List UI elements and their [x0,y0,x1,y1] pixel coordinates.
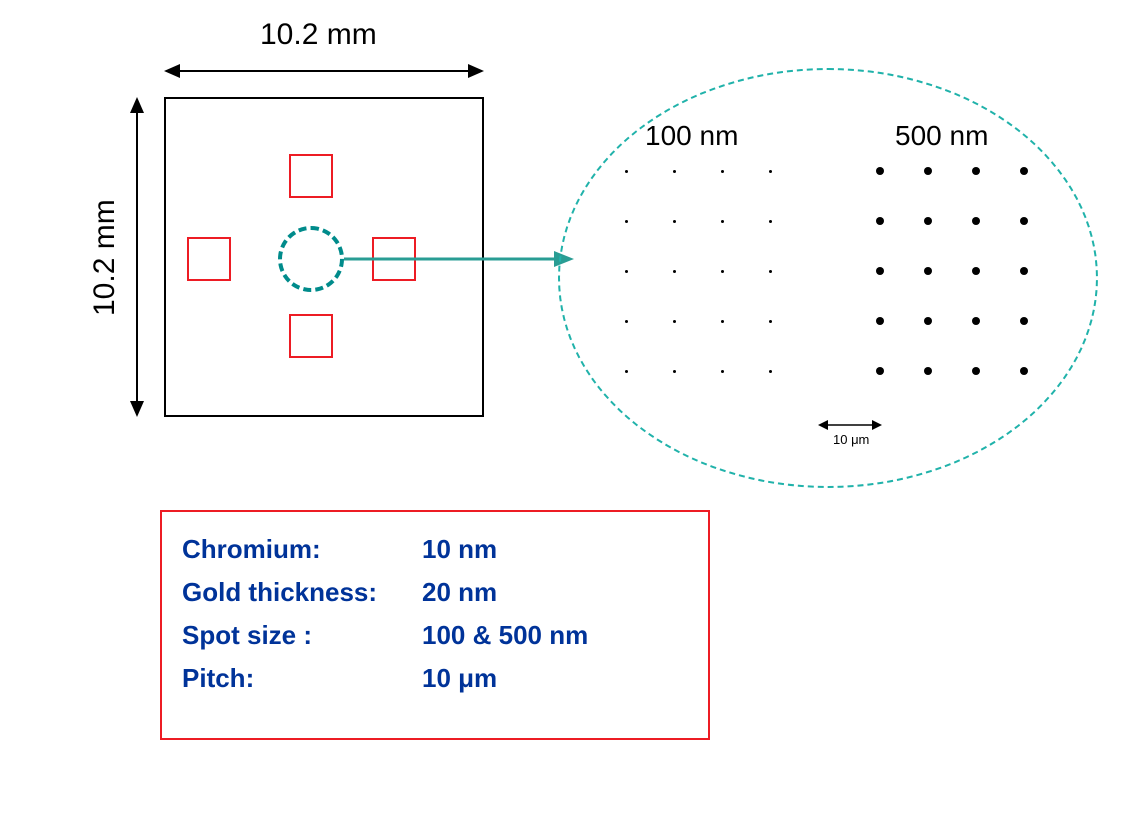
dot-100nm [673,170,676,173]
info-row-pitch: Pitch: 10 μm [182,663,688,694]
info-key: Chromium: [182,534,422,565]
dot-500nm [876,367,884,375]
dot-100nm [721,370,724,373]
dot-100nm [721,320,724,323]
dot-100nm [769,170,772,173]
dot-500nm [972,167,980,175]
dot-500nm [972,267,980,275]
info-key: Gold thickness: [182,577,422,608]
dot-100nm [721,220,724,223]
info-value: 20 nm [422,577,497,608]
pitch-indicator-label: 10 μm [833,432,869,447]
dot-100nm [673,370,676,373]
info-row-chromium: Chromium: 10 nm [182,534,688,565]
info-row-spotsize: Spot size : 100 & 500 nm [182,620,688,651]
info-value: 100 & 500 nm [422,620,588,651]
dot-100nm [625,270,628,273]
dot-500nm [924,217,932,225]
dot-100nm [625,320,628,323]
dot-500nm [1020,167,1028,175]
dot-500nm [972,317,980,325]
dot-500nm [1020,267,1028,275]
dot-100nm [673,270,676,273]
info-row-gold: Gold thickness: 20 nm [182,577,688,608]
dot-100nm [673,320,676,323]
dot-100nm [721,170,724,173]
info-key: Spot size : [182,620,422,651]
dot-500nm [876,167,884,175]
info-value: 10 nm [422,534,497,565]
dot-500nm [972,367,980,375]
dot-500nm [924,267,932,275]
dot-500nm [924,367,932,375]
dot-100nm [673,220,676,223]
dot-500nm [876,217,884,225]
info-value: 10 μm [422,663,497,694]
info-box: Chromium: 10 nm Gold thickness: 20 nm Sp… [160,510,710,740]
info-key: Pitch: [182,663,422,694]
dot-500nm [972,217,980,225]
dot-100nm [769,370,772,373]
dot-100nm [625,370,628,373]
dot-100nm [769,320,772,323]
dot-100nm [721,270,724,273]
dot-500nm [876,267,884,275]
dot-grid [0,0,1122,500]
dot-100nm [769,220,772,223]
dot-100nm [769,270,772,273]
dot-100nm [625,220,628,223]
dot-500nm [924,317,932,325]
dot-100nm [625,170,628,173]
dot-500nm [1020,317,1028,325]
dot-500nm [876,317,884,325]
dot-500nm [1020,217,1028,225]
dot-500nm [1020,367,1028,375]
dot-500nm [924,167,932,175]
